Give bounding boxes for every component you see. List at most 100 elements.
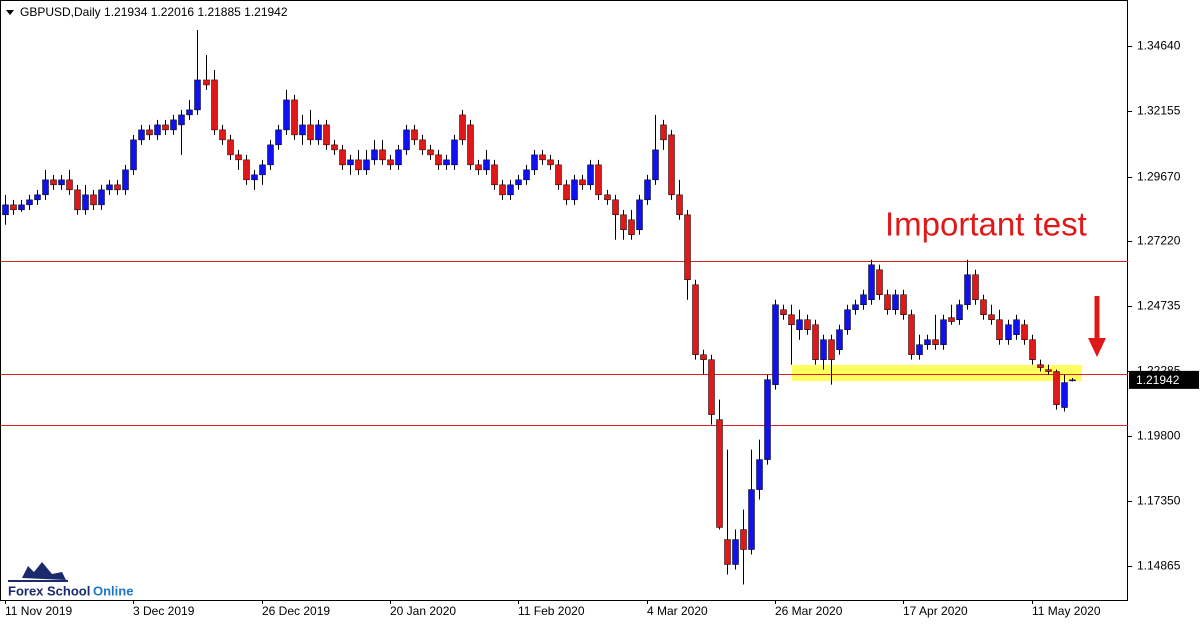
candle-body: [162, 124, 169, 131]
candle-body: [243, 159, 250, 181]
candle-body: [1013, 319, 1020, 335]
candle-body: [988, 314, 995, 320]
candle-body: [491, 164, 498, 186]
candle-body: [10, 204, 17, 211]
candle-body: [555, 164, 562, 186]
candle-body: [1021, 324, 1028, 340]
candle-body: [724, 539, 731, 565]
candle-body: [483, 159, 490, 171]
candle-body: [363, 159, 370, 171]
candle-body: [660, 124, 667, 141]
candle-body: [980, 299, 987, 315]
candle-body: [507, 184, 514, 196]
candle-body: [387, 159, 394, 166]
candle-body: [860, 294, 867, 305]
candle-body: [579, 179, 586, 186]
candle-body: [515, 179, 522, 186]
candle-body: [138, 129, 145, 141]
candle-body: [756, 459, 763, 490]
candle-body: [539, 154, 546, 161]
candle-body: [331, 144, 338, 151]
candle-body: [692, 284, 699, 355]
candle-body: [227, 139, 234, 156]
y-tick-label: 1.34640: [1137, 39, 1181, 53]
candle-body: [106, 184, 113, 191]
candle-body: [1005, 324, 1012, 340]
candle-body: [547, 159, 554, 166]
candle-body: [964, 274, 971, 305]
y-tick-label: 1.19800: [1137, 429, 1181, 443]
logo-text: Online: [93, 583, 133, 598]
candle-body: [50, 179, 57, 186]
candle-body: [884, 294, 891, 310]
x-tick-label: 4 Mar 2020: [647, 604, 708, 618]
candle-body: [604, 194, 611, 201]
candle-body: [628, 219, 635, 236]
candle-body: [571, 179, 578, 201]
candle-body: [235, 154, 242, 161]
candle-body: [419, 139, 426, 151]
x-tick-label: 11 May 2020: [1032, 604, 1101, 618]
candle-body: [355, 159, 362, 171]
last-price-label: 1.21942: [1136, 373, 1180, 387]
candle-body: [748, 489, 755, 550]
candle-body: [716, 419, 723, 528]
candle-body: [315, 124, 322, 141]
candle-body: [90, 194, 97, 206]
x-tick-label: 17 Apr 2020: [903, 604, 968, 618]
candle-body: [700, 354, 707, 360]
x-tick-label: 20 Jan 2020: [390, 604, 456, 618]
candle-body: [1061, 382, 1068, 408]
last-price-box: [1129, 370, 1199, 389]
candle-body: [668, 134, 675, 196]
candle-body: [780, 309, 787, 315]
candle-body: [82, 194, 89, 211]
candle-body: [876, 269, 883, 295]
candle-body: [1029, 339, 1036, 360]
y-tick-label: 1.14865: [1137, 559, 1181, 573]
candle-body: [844, 309, 851, 330]
candle-body: [796, 319, 803, 330]
chart-title: GBPUSD,Daily 1.21934 1.22016 1.21885 1.2…: [20, 5, 288, 19]
candle-body: [836, 329, 843, 350]
candle-body: [868, 264, 875, 300]
candle-body: [178, 114, 185, 126]
y-tick-label: 1.17350: [1137, 494, 1181, 508]
candle-body: [74, 189, 81, 211]
candle-body: [948, 317, 955, 322]
y-tick-label: 1.32155: [1137, 104, 1181, 118]
candle-body: [1069, 379, 1076, 382]
candle-body: [435, 154, 442, 166]
candle-body: [395, 149, 402, 166]
candle-body: [676, 194, 683, 216]
candle-body: [531, 154, 538, 171]
candle-body: [740, 529, 747, 550]
candle-body: [563, 184, 570, 201]
candle-body: [459, 114, 466, 141]
candle-body: [499, 184, 506, 196]
candle-body: [908, 314, 915, 355]
candle-body: [828, 339, 835, 360]
candle-body: [211, 79, 218, 131]
candle-body: [259, 164, 266, 176]
candle-body: [684, 214, 691, 281]
candle-body: [26, 199, 33, 206]
plot-area: [0, 0, 1128, 601]
support-zone: [792, 364, 1082, 381]
candle-body: [940, 319, 947, 345]
candle-body: [275, 129, 282, 146]
candle-body: [812, 324, 819, 360]
candle-body: [772, 304, 779, 385]
candle-body: [18, 204, 25, 211]
x-tick-label: 26 Dec 2019: [262, 604, 330, 618]
candle-body: [451, 139, 458, 166]
candle-body: [114, 184, 121, 191]
candle-body: [956, 304, 963, 320]
x-tick-label: 11 Nov 2019: [5, 604, 72, 618]
candle-body: [379, 149, 386, 161]
candle-body: [323, 124, 330, 146]
candle-body: [892, 294, 899, 310]
x-tick-label: 26 Mar 2020: [775, 604, 843, 618]
candle-body: [98, 189, 105, 206]
